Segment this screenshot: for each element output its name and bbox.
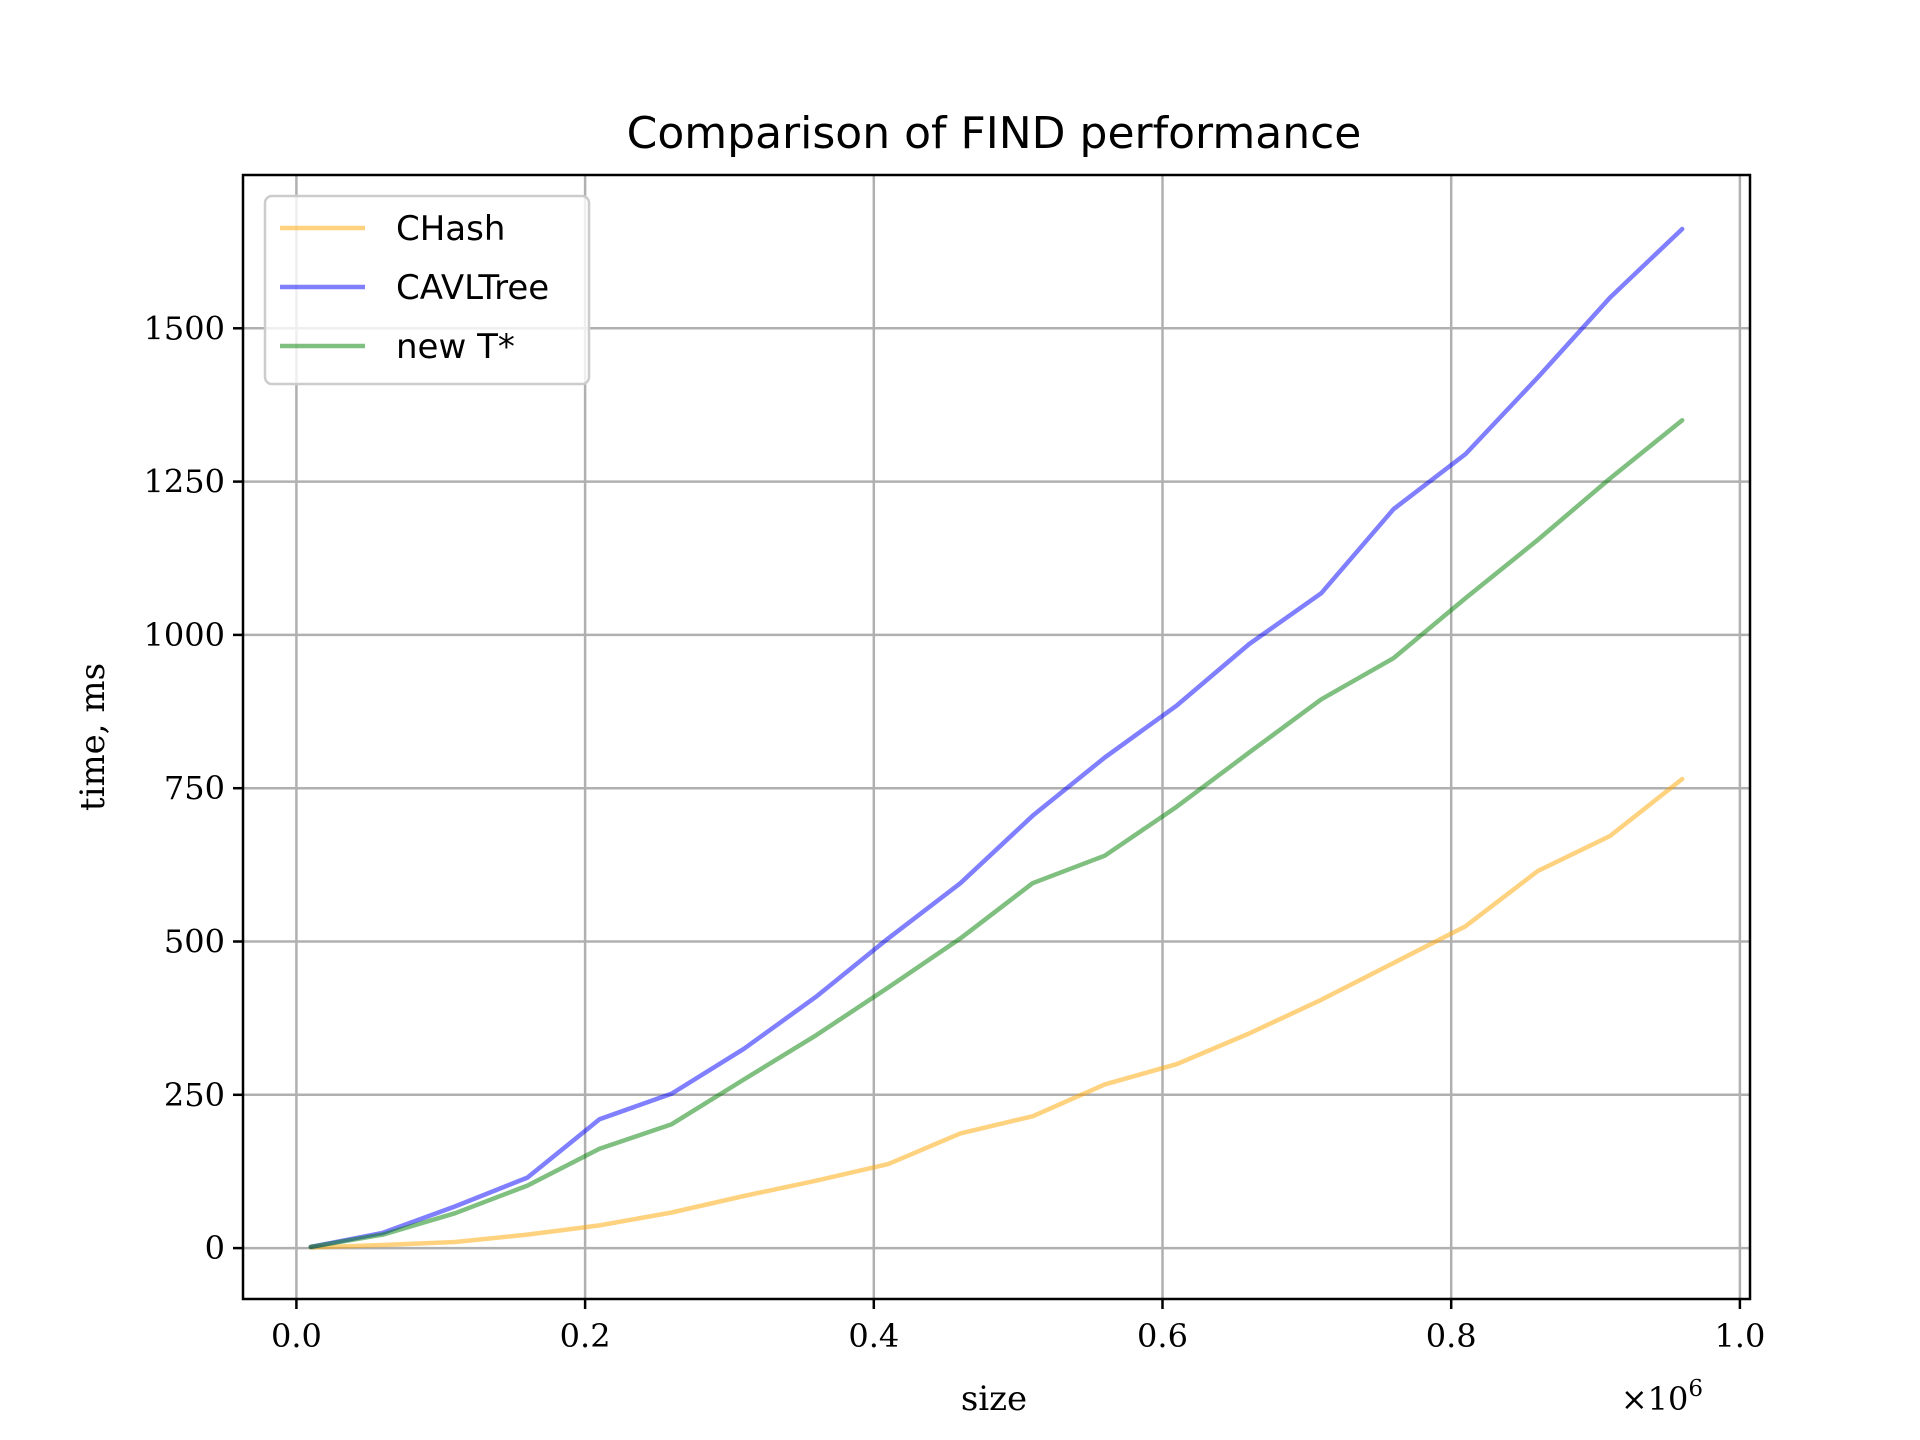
legend-label-chash: CHash <box>396 209 505 249</box>
x-tick-label: 0.8 <box>1426 1317 1477 1355</box>
x-offset-exponent: 6 <box>1688 1376 1703 1402</box>
y-tick-label: 0 <box>205 1229 225 1267</box>
grid-layer <box>243 175 1750 1299</box>
y-axis-label: time, ms <box>73 663 113 811</box>
legend-frame <box>263 194 591 386</box>
x-tick-label: 0.6 <box>1137 1317 1188 1355</box>
x-tick-label: 0.2 <box>560 1317 611 1355</box>
series-line-chash <box>308 776 1685 1250</box>
series-line-new-t <box>308 418 1685 1250</box>
series-line-cavltree <box>308 226 1685 1250</box>
legend-label-cavltree: CAVLTree <box>396 268 549 308</box>
y-tick-label: 250 <box>164 1076 225 1114</box>
legend-label-new-t: new T* <box>396 327 515 367</box>
y-tick-label: 500 <box>164 923 225 961</box>
x-offset-label: ×106 <box>1621 1376 1703 1418</box>
y-tick-label: 1000 <box>144 616 225 654</box>
x-tick-label: 0.0 <box>271 1317 322 1355</box>
x-tick-label: 0.4 <box>848 1317 899 1355</box>
y-tick-label: 1250 <box>144 463 225 501</box>
x-tick-label: 1.0 <box>1714 1317 1765 1355</box>
y-tick-label: 1500 <box>144 309 225 347</box>
x-axis-label: size <box>961 1379 1027 1419</box>
tick-layer: 0.0 0.2 0.4 0.6 0.8 1.0 0 250 500 750 1000 1250 1500 <box>144 309 1766 1355</box>
y-tick-label: 750 <box>164 769 225 807</box>
legend: CHash CAVLTree new T* <box>263 194 591 386</box>
series-layer <box>308 226 1685 1250</box>
legend-entries: CHash CAVLTree new T* <box>280 209 549 367</box>
chart-title: Comparison of FIND performance <box>627 108 1362 159</box>
x-offset-base: ×10 <box>1621 1380 1689 1418</box>
plot-area-frame <box>241 173 1752 1301</box>
